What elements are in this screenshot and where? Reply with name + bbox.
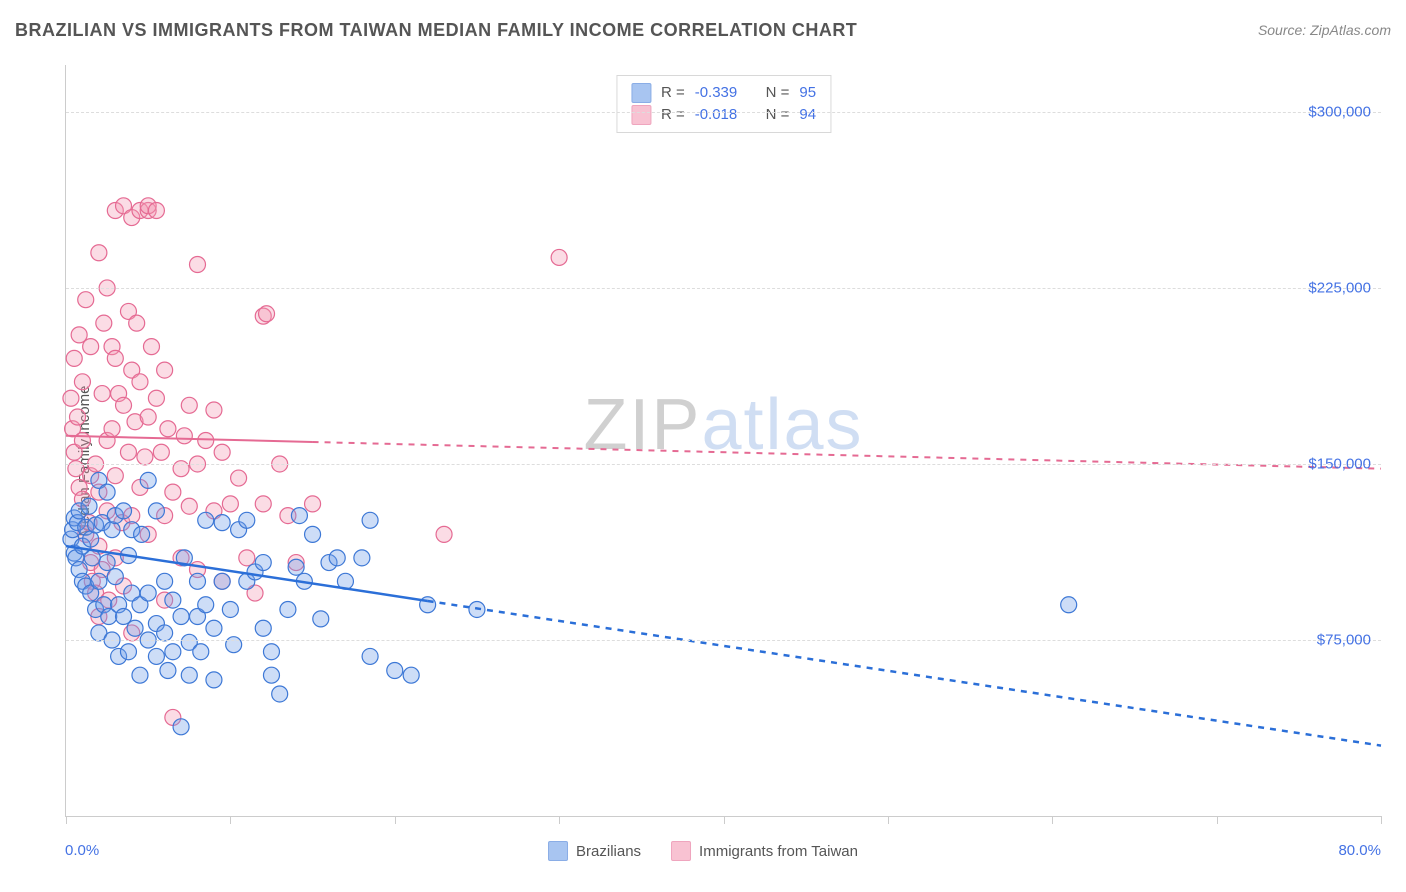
y-tick-label: $225,000 <box>1308 279 1371 296</box>
source-attribution: Source: ZipAtlas.com <box>1258 22 1391 38</box>
plot-region: ZIPatlas R = -0.339 N = 95 R = -0.018 N … <box>65 65 1381 817</box>
stat-R-label: R = <box>661 104 685 126</box>
legend-label-taiwan: Immigrants from Taiwan <box>699 843 858 860</box>
scatter-svg <box>66 65 1381 816</box>
x-axis-min-label: 0.0% <box>65 842 99 859</box>
x-axis-max-label: 80.0% <box>1338 842 1381 859</box>
legend-label-brazilians: Brazilians <box>576 843 641 860</box>
y-tick-label: $300,000 <box>1308 103 1371 120</box>
chart-title: BRAZILIAN VS IMMIGRANTS FROM TAIWAN MEDI… <box>15 20 857 40</box>
swatch-taiwan-icon <box>631 105 651 125</box>
swatch-brazilians-icon <box>548 841 568 861</box>
y-tick-label: $150,000 <box>1308 455 1371 472</box>
stat-N-label: N = <box>766 82 790 104</box>
stat-row-brazilians: R = -0.339 N = 95 <box>631 82 816 104</box>
stat-legend-box: R = -0.339 N = 95 R = -0.018 N = 94 <box>616 75 831 133</box>
stat-N-value-taiwan: 94 <box>799 104 816 126</box>
swatch-brazilians-icon <box>631 83 651 103</box>
stat-N-label: N = <box>766 104 790 126</box>
stat-R-value-brazilians: -0.339 <box>695 82 738 104</box>
chart-area: Median Family Income ZIPatlas R = -0.339… <box>15 55 1391 867</box>
legend-item-taiwan: Immigrants from Taiwan <box>671 841 858 861</box>
bottom-legend: Brazilians Immigrants from Taiwan <box>548 841 858 861</box>
stat-R-label: R = <box>661 82 685 104</box>
source-label: Source: <box>1258 22 1306 38</box>
source-name: ZipAtlas.com <box>1310 22 1391 38</box>
stat-N-value-brazilians: 95 <box>799 82 816 104</box>
stat-row-taiwan: R = -0.018 N = 94 <box>631 104 816 126</box>
swatch-taiwan-icon <box>671 841 691 861</box>
legend-item-brazilians: Brazilians <box>548 841 641 861</box>
y-tick-label: $75,000 <box>1317 631 1371 648</box>
stat-R-value-taiwan: -0.018 <box>695 104 738 126</box>
chart-header: BRAZILIAN VS IMMIGRANTS FROM TAIWAN MEDI… <box>15 20 1391 50</box>
